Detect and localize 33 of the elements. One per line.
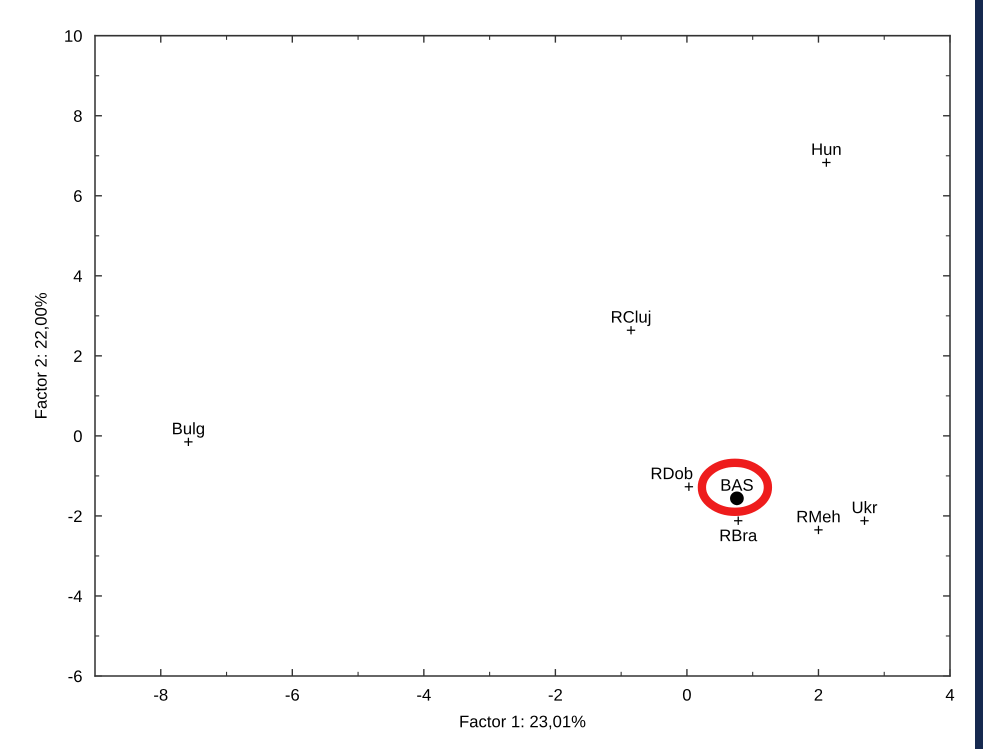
series-label: RDob bbox=[652, 467, 692, 480]
x-tick-label: 4 bbox=[946, 689, 954, 701]
x-tick-label: -2 bbox=[548, 688, 562, 701]
y-tick-label: 2 bbox=[74, 350, 82, 362]
y-axis-title: Factor 2: 22,00% bbox=[34, 292, 49, 418]
y-tick-label: 0 bbox=[74, 430, 82, 442]
point bbox=[814, 525, 824, 535]
y-tick-label: 8 bbox=[74, 110, 82, 122]
point bbox=[684, 482, 694, 492]
series-label: Bulg bbox=[173, 422, 204, 438]
y-tick-label: -4 bbox=[68, 590, 82, 602]
point bbox=[860, 516, 870, 526]
series-label: RMeh bbox=[798, 510, 840, 522]
x-axis-title: Factor 1: 23,01% bbox=[460, 716, 586, 730]
point bbox=[184, 437, 194, 447]
series-label: Ukr bbox=[852, 501, 878, 514]
x-tick-label: -4 bbox=[417, 689, 431, 701]
series-label: RBra bbox=[720, 530, 758, 542]
point bbox=[733, 516, 744, 526]
y-tick-label: -6 bbox=[68, 670, 82, 682]
y-tick-label: 4 bbox=[74, 270, 82, 282]
x-tick-label: 0 bbox=[682, 688, 691, 701]
y-tick-label: -2 bbox=[68, 510, 82, 522]
point bbox=[730, 491, 744, 506]
x-tick-label: -6 bbox=[286, 688, 299, 701]
point bbox=[822, 158, 832, 168]
series-label: BAS bbox=[722, 479, 753, 491]
x-tick-label: 2 bbox=[814, 688, 822, 701]
series-label: Hun bbox=[812, 143, 841, 156]
x-tick-label: -8 bbox=[154, 688, 168, 701]
y-tick-label: 6 bbox=[74, 190, 82, 202]
y-tick-label: 10 bbox=[65, 30, 82, 42]
series-label: RCluj bbox=[612, 310, 650, 326]
